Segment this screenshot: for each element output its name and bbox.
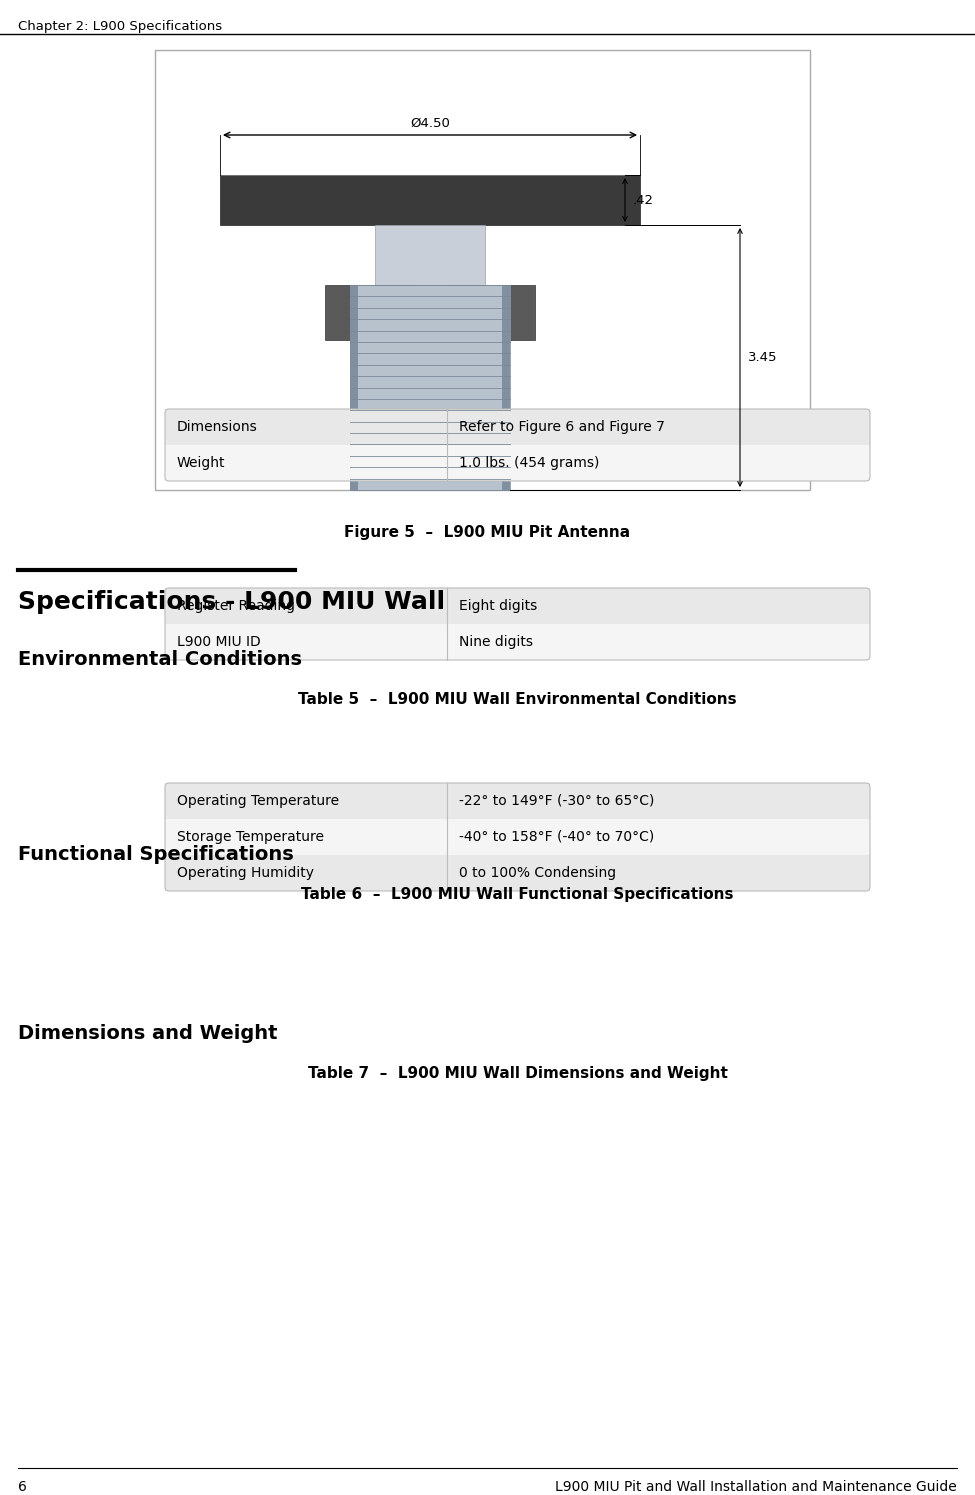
Text: Table 7  –  L900 MIU Wall Dimensions and Weight: Table 7 – L900 MIU Wall Dimensions and W… [307, 1066, 727, 1081]
Text: .42: .42 [633, 193, 654, 206]
Text: Table 5  –  L900 MIU Wall Environmental Conditions: Table 5 – L900 MIU Wall Environmental Co… [298, 692, 737, 707]
Text: Ø4.50: Ø4.50 [410, 117, 449, 130]
Text: L900 MIU Pit and Wall Installation and Maintenance Guide: L900 MIU Pit and Wall Installation and M… [555, 1480, 957, 1494]
Text: L900 MIU ID: L900 MIU ID [177, 635, 260, 649]
FancyBboxPatch shape [165, 446, 870, 481]
Text: Environmental Conditions: Environmental Conditions [18, 650, 302, 668]
Text: -40° to 158°F (-40° to 70°C): -40° to 158°F (-40° to 70°C) [459, 830, 654, 845]
Text: -22° to 149°F (-30° to 65°C): -22° to 149°F (-30° to 65°C) [459, 794, 654, 807]
Text: 0 to 100% Condensing: 0 to 100% Condensing [459, 866, 616, 881]
Text: 1.0 lbs. (454 grams): 1.0 lbs. (454 grams) [459, 456, 600, 469]
FancyBboxPatch shape [165, 783, 870, 819]
Text: Dimensions and Weight: Dimensions and Weight [18, 1024, 278, 1044]
FancyBboxPatch shape [414, 286, 446, 339]
Text: Table 6  –  L900 MIU Wall Functional Specifications: Table 6 – L900 MIU Wall Functional Speci… [301, 887, 734, 901]
FancyBboxPatch shape [165, 623, 870, 659]
Text: Functional Specifications: Functional Specifications [18, 845, 293, 864]
Text: Refer to Figure 6 and Figure 7: Refer to Figure 6 and Figure 7 [459, 420, 665, 434]
Text: Nine digits: Nine digits [459, 635, 533, 649]
Text: Figure 5  –  L900 MIU Pit Antenna: Figure 5 – L900 MIU Pit Antenna [344, 525, 630, 540]
FancyBboxPatch shape [165, 410, 870, 446]
Text: Storage Temperature: Storage Temperature [177, 830, 324, 845]
FancyBboxPatch shape [165, 588, 870, 623]
FancyBboxPatch shape [155, 49, 810, 490]
Text: Weight: Weight [177, 456, 225, 469]
Text: 6: 6 [18, 1480, 27, 1494]
Text: Dimensions: Dimensions [177, 420, 257, 434]
FancyBboxPatch shape [502, 286, 510, 490]
Text: Operating Humidity: Operating Humidity [177, 866, 314, 881]
FancyBboxPatch shape [220, 175, 640, 226]
FancyBboxPatch shape [350, 286, 510, 490]
Text: Specifications - L900 MIU Wall: Specifications - L900 MIU Wall [18, 591, 446, 614]
Text: Chapter 2: L900 Specifications: Chapter 2: L900 Specifications [18, 19, 222, 33]
Text: Eight digits: Eight digits [459, 599, 537, 613]
FancyBboxPatch shape [350, 286, 358, 490]
FancyBboxPatch shape [165, 855, 870, 891]
FancyBboxPatch shape [325, 286, 535, 339]
Text: 3.45: 3.45 [748, 351, 777, 363]
Text: Register Reading: Register Reading [177, 599, 295, 613]
FancyBboxPatch shape [375, 226, 485, 286]
Text: Operating Temperature: Operating Temperature [177, 794, 339, 807]
FancyBboxPatch shape [165, 819, 870, 855]
